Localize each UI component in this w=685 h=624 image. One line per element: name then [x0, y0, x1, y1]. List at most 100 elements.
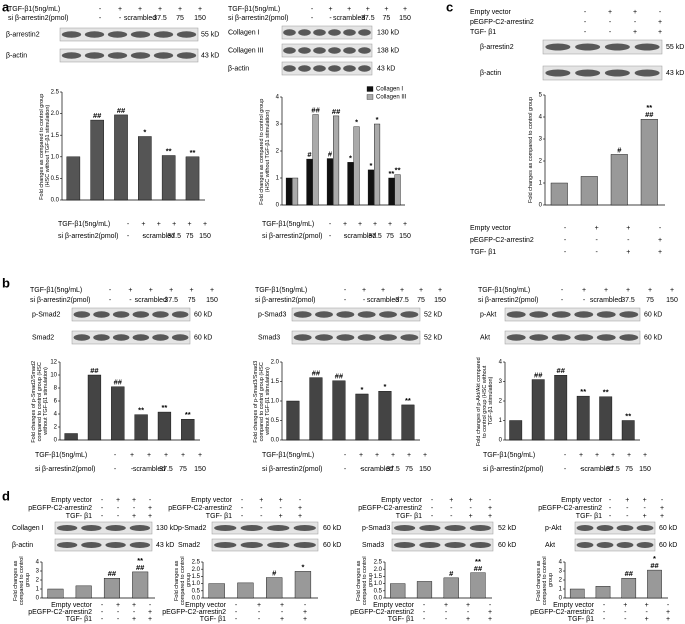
x-condition-level: -	[142, 233, 145, 240]
blot-band	[400, 311, 419, 318]
significance-label: ##	[114, 378, 123, 387]
header-condition-level: 37.5	[621, 297, 635, 304]
x-condition-level: -	[127, 233, 130, 240]
blot-band	[93, 311, 110, 318]
header-condition-level: -	[299, 497, 302, 504]
blot-band	[283, 65, 296, 72]
x-condition-level: +	[627, 452, 631, 459]
x-condition-level: -	[595, 237, 598, 244]
x-condition-level: +	[595, 225, 599, 232]
bar	[333, 115, 340, 206]
header-condition-level: 37.5	[361, 15, 375, 22]
y-tick-label: 8	[54, 386, 58, 392]
blot-strip	[574, 538, 656, 552]
y-axis-label: Fold changes as compared to control grou…	[13, 555, 31, 605]
significance-label: *	[369, 161, 372, 170]
blot-band	[419, 542, 441, 548]
blot-band	[619, 334, 639, 341]
header-condition-level: scrambled	[590, 297, 622, 304]
blot-band	[112, 334, 130, 341]
x-condition-name: pEGFP-C2-arrestin2	[530, 609, 594, 616]
header-condition-level: -	[584, 19, 587, 26]
blot-name: Smad3	[362, 542, 384, 549]
x-condition-level: -	[149, 602, 152, 609]
header-condition-name: Empty vector	[191, 497, 233, 504]
y-tick-label: 4	[54, 412, 58, 418]
header-condition-level: 37.5	[164, 297, 178, 304]
header-condition-name: TGF-β1(5ng/mL)	[30, 287, 82, 294]
significance-label: #	[272, 569, 277, 578]
header-condition-level: +	[298, 513, 302, 520]
blot-band	[576, 542, 594, 548]
blot-band	[529, 334, 549, 341]
header-condition-name: pEGFP-C2-arrestin2	[358, 505, 422, 512]
bar	[531, 379, 545, 441]
y-tick-label: 0	[539, 203, 543, 209]
blot-band	[315, 334, 333, 341]
blot-band	[545, 43, 571, 51]
y-tick-label: 4	[559, 560, 563, 566]
x-condition-level: -	[595, 249, 598, 256]
header-condition-level: -	[609, 497, 612, 504]
y-tick-label: 2.0	[51, 111, 60, 117]
panel-label: c	[446, 0, 453, 14]
bar	[161, 155, 176, 201]
bar	[378, 391, 392, 441]
x-condition-level: -	[117, 616, 120, 623]
header-condition-level: 75	[176, 15, 184, 22]
bar	[621, 578, 637, 599]
x-condition-level: 37.5	[167, 233, 181, 240]
x-condition-level: +	[373, 221, 377, 228]
header-condition-level: +	[128, 287, 132, 294]
significance-label: **	[475, 557, 481, 566]
blot-size: 60 kD	[659, 542, 677, 549]
y-tick-label: 0	[54, 438, 58, 444]
header-condition-level: +	[381, 287, 385, 294]
blot-size: 60 kD	[644, 311, 662, 318]
blot-band	[171, 311, 189, 318]
x-condition-level: 37.5	[159, 466, 173, 473]
bar	[388, 177, 395, 206]
x-condition-level: scrambled	[581, 466, 613, 473]
bar	[550, 182, 568, 206]
x-condition-level: +	[172, 221, 176, 228]
bar	[610, 154, 628, 206]
header-condition-level: +	[366, 6, 370, 13]
x-condition-level: -	[564, 249, 567, 256]
header-condition-level: +	[608, 9, 612, 16]
x-condition-level: -	[360, 466, 363, 473]
bar	[394, 174, 401, 206]
blot-band	[394, 525, 416, 531]
bar	[292, 177, 299, 206]
x-condition-level: 150	[399, 233, 411, 240]
bar	[306, 158, 313, 206]
header-condition-level: -	[149, 497, 152, 504]
blot-band	[444, 525, 466, 531]
x-condition-level: +	[358, 221, 362, 228]
header-condition-level: -	[431, 513, 434, 520]
blot-band	[107, 52, 128, 59]
bar	[367, 169, 374, 206]
bar	[640, 118, 658, 206]
header-condition-level: -	[431, 505, 434, 512]
significance-label: ##	[93, 111, 102, 120]
x-condition-level: +	[257, 602, 261, 609]
header-condition-level: +	[138, 6, 142, 13]
significance-label: *	[143, 127, 146, 136]
blot-size: 55 kD	[201, 31, 219, 38]
header-condition-level: -	[583, 297, 586, 304]
y-tick-label: 2.0	[271, 360, 280, 366]
header-condition-level: -	[469, 505, 472, 512]
x-condition-level: -	[564, 225, 567, 232]
header-condition-level: -	[584, 29, 587, 36]
x-condition-level: -	[235, 602, 238, 609]
header-condition-name: si β-arrestin2(pmol)	[255, 297, 315, 304]
x-condition-name: TGF- β1	[66, 616, 92, 623]
x-condition-level: +	[626, 225, 630, 232]
y-tick-label: 4	[276, 95, 280, 101]
bar	[416, 581, 433, 599]
x-condition-level: 37.5	[368, 233, 382, 240]
x-condition-name: TGF- β1	[568, 616, 594, 623]
header-condition-name: TGF- β1	[576, 513, 602, 520]
